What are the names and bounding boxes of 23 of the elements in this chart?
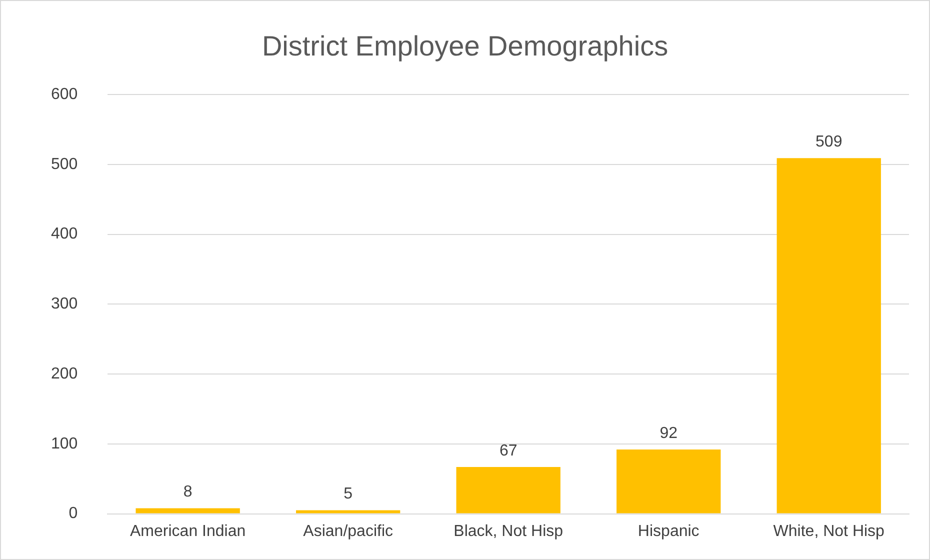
bar xyxy=(776,158,881,514)
x-tick-label: Black, Not Hisp xyxy=(454,522,564,540)
data-label: 8 xyxy=(183,484,192,501)
y-tick-label: 600 xyxy=(50,86,78,104)
x-tick-label: White, Not Hisp xyxy=(773,522,885,540)
chart-title: District Employee Demographics xyxy=(262,30,668,62)
bar xyxy=(136,508,240,514)
y-tick-label: 200 xyxy=(50,365,78,382)
y-tick-label: 500 xyxy=(50,156,78,173)
bar xyxy=(616,450,721,514)
bar xyxy=(456,466,560,514)
data-label: 67 xyxy=(499,442,518,460)
y-tick-label: 300 xyxy=(50,296,78,313)
x-tick-label: Hispanic xyxy=(638,522,700,540)
data-label: 5 xyxy=(344,486,353,503)
y-tick-label: 0 xyxy=(68,505,78,522)
bar xyxy=(296,510,400,514)
data-label: 509 xyxy=(816,134,842,151)
data-label: 92 xyxy=(660,424,678,442)
x-tick-label: American Indian xyxy=(130,522,246,540)
y-tick-label: 400 xyxy=(50,226,78,243)
y-tick-label: 100 xyxy=(50,435,78,452)
x-tick-label: Asian/pacific xyxy=(303,522,393,540)
